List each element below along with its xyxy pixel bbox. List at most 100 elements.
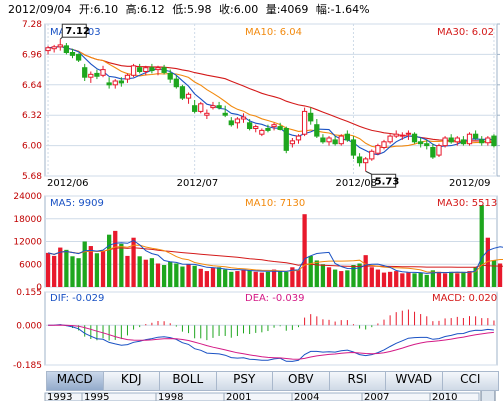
volume-bar	[418, 272, 423, 287]
timeline-year-label: 2004	[294, 392, 319, 401]
candle-body	[82, 67, 88, 78]
candle-body	[460, 139, 467, 145]
candle-body	[295, 135, 302, 141]
volume-bar	[143, 259, 148, 287]
candle-body	[405, 132, 412, 135]
volume-ma10-line	[47, 244, 503, 274]
volume-bar	[180, 266, 185, 287]
volume-bar	[192, 265, 197, 287]
volume-bar	[424, 274, 429, 287]
volume-bar	[473, 267, 478, 287]
candle-body	[454, 137, 460, 143]
timeline-year-label: 1993	[47, 392, 72, 401]
volume-bar	[345, 270, 350, 287]
volume-bar	[357, 263, 362, 287]
volume-bar	[479, 205, 484, 287]
tab-rsi[interactable]: RSI	[328, 371, 386, 391]
volume-bar	[455, 273, 460, 287]
quote-change: 幅:-1.64%	[315, 3, 370, 16]
volume-ma5-line	[47, 240, 503, 274]
ma5-line	[48, 45, 494, 156]
volume-bar	[82, 241, 87, 287]
volume-bar	[485, 237, 490, 287]
volume-bar	[168, 261, 173, 287]
volume-bar	[369, 267, 374, 287]
volume-legend-ma5: MA5: 9909	[50, 198, 104, 209]
candle-body	[308, 112, 314, 122]
tab-obv[interactable]: OBV	[272, 371, 330, 391]
candle-body	[332, 139, 338, 145]
volume-bar	[265, 271, 271, 287]
candle-body	[283, 128, 289, 151]
price-axis-tick-label: 6.64	[22, 81, 42, 91]
candle-body	[491, 135, 497, 147]
volume-bar	[235, 271, 240, 287]
volume-bar	[198, 268, 203, 287]
candle-body	[192, 105, 198, 112]
volume-bar	[406, 272, 411, 287]
macd-axis-tick-label: 0.155	[16, 288, 42, 298]
candle-body	[387, 135, 393, 143]
price-panel-frame	[44, 23, 498, 177]
volume-bar	[381, 272, 387, 287]
candle-body	[363, 158, 369, 164]
candle-body	[179, 86, 186, 99]
candle-body	[161, 67, 167, 73]
candle-body	[204, 112, 210, 116]
volume-bar	[461, 271, 466, 287]
volume-bar	[174, 263, 179, 287]
candle-body	[240, 116, 247, 120]
candle-body	[411, 133, 418, 143]
candle-body	[442, 137, 448, 147]
tab-psy[interactable]: PSY	[215, 371, 273, 391]
candle-body	[479, 139, 485, 144]
candle-body	[57, 44, 63, 48]
quote-high: 高:6.12	[125, 3, 165, 16]
tab-boll[interactable]: BOLL	[159, 371, 217, 391]
volume-bar	[387, 271, 393, 287]
volume-bar	[253, 271, 258, 287]
candle-body	[124, 74, 131, 80]
tab-wvad[interactable]: WVAD	[385, 371, 443, 391]
volume-bar	[223, 269, 228, 287]
volume-bar	[125, 255, 130, 287]
volume-bar	[271, 269, 277, 287]
volume-ma30-line	[47, 247, 503, 268]
price-legend-ma10: MA10: 6.04	[245, 27, 302, 38]
indicator-tabs: MACD KDJ BOLL PSY OBV RSI WVAD CCI	[46, 371, 499, 391]
candle-body	[149, 67, 155, 72]
volume-bar	[64, 249, 69, 287]
tab-macd[interactable]: MACD	[46, 371, 104, 391]
candle-body	[51, 46, 57, 50]
volume-bar	[137, 256, 142, 287]
volume-bar	[430, 270, 436, 287]
candle-body	[112, 80, 118, 86]
candle-body	[63, 45, 70, 53]
volume-bar	[412, 273, 417, 287]
timeline-year-label: 2007	[364, 392, 389, 401]
candle-body	[472, 133, 479, 139]
candle-body	[381, 141, 387, 149]
quote-close: 收:6.00	[219, 3, 259, 16]
volume-axis-tick-label: 6000	[19, 260, 42, 270]
candle-body	[436, 145, 442, 156]
candle-body	[198, 103, 204, 112]
tab-kdj[interactable]: KDJ	[102, 371, 160, 391]
candle-body	[137, 67, 143, 72]
candle-body	[185, 93, 192, 99]
candle-body	[393, 133, 399, 137]
candle-body	[326, 137, 332, 143]
volume-bar	[375, 269, 381, 287]
tab-cci[interactable]: CCI	[441, 371, 499, 391]
candle-body	[271, 124, 277, 128]
volume-axis-tick-label: 0	[36, 283, 42, 293]
candle-body	[94, 72, 100, 77]
volume-bar	[88, 246, 93, 287]
candle-body	[265, 128, 271, 131]
volume-bar	[497, 263, 503, 287]
macd-panel-frame	[44, 291, 498, 366]
timeline-scroll-handle[interactable]	[480, 389, 496, 401]
price-axis-tick-label: 7.28	[22, 20, 42, 30]
